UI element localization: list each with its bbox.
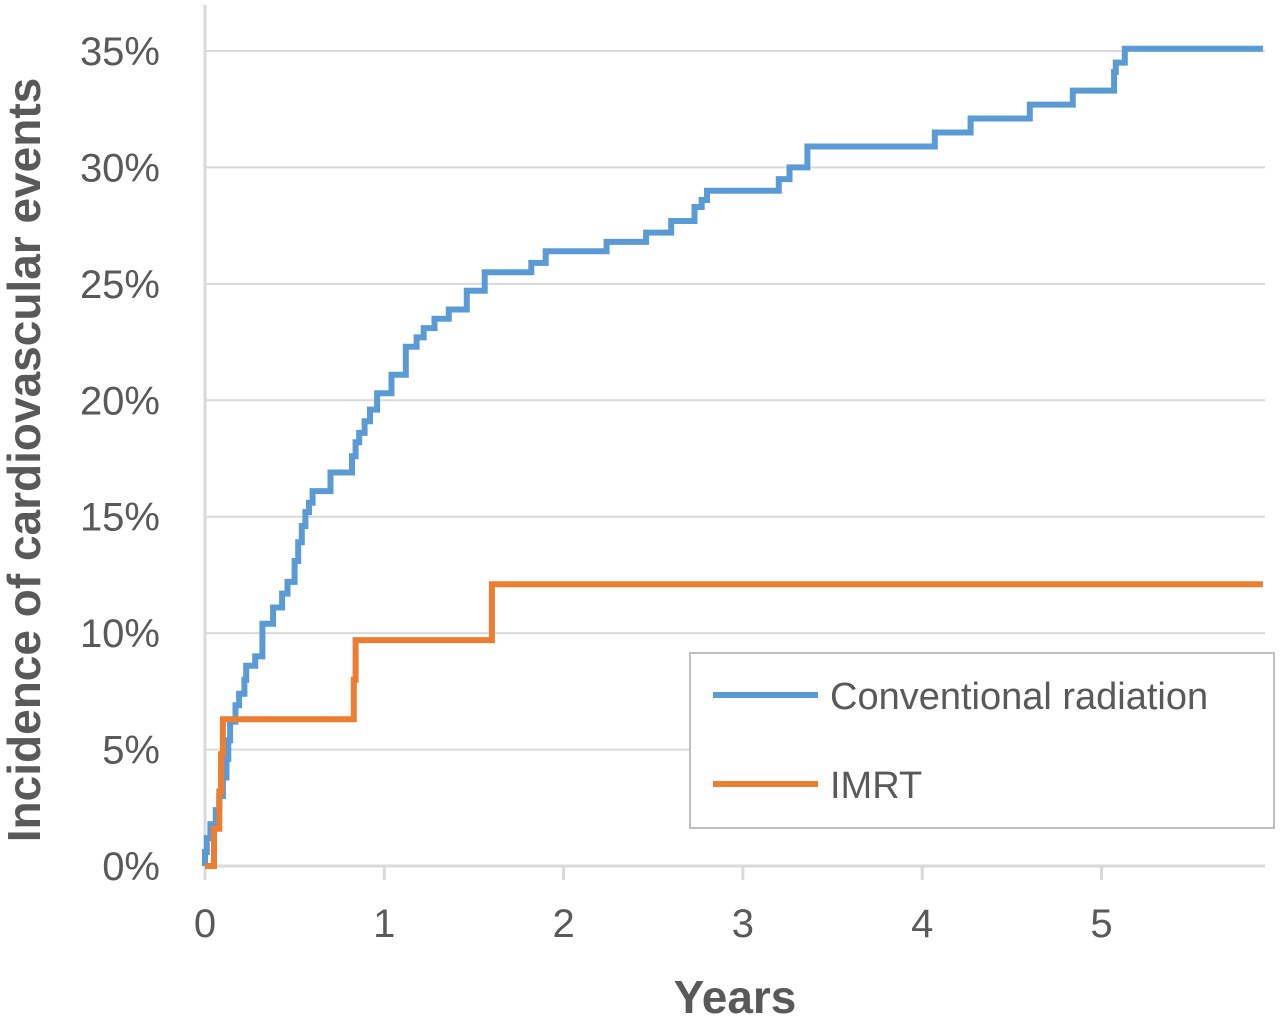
gridlines (205, 50, 1265, 751)
y-axis-ticks: 0% 5% 10% 15% 20% 25% 30% 35% (80, 30, 160, 889)
x-tick-label: 3 (732, 902, 754, 946)
series-line-conventional-radiation (202, 45, 1263, 866)
x-tick-label: 0 (194, 902, 216, 946)
y-tick-label: 5% (102, 729, 160, 773)
x-tick-label: 1 (373, 902, 395, 946)
y-tick-label: 30% (80, 146, 160, 190)
x-tick-label: 2 (552, 902, 574, 946)
x-axis-title: Years (674, 971, 797, 1019)
series-lines (202, 45, 1263, 869)
legend-label-imrt: IMRT (830, 765, 922, 807)
series-line-imrt (205, 581, 1263, 869)
legend-box (689, 652, 1275, 829)
legend-label-conventional-radiation: Conventional radiation (830, 676, 1208, 718)
y-tick-label: 25% (80, 263, 160, 307)
legend: Conventional radiation IMRT (689, 652, 1275, 829)
y-tick-label: 15% (80, 496, 160, 540)
x-tick-label: 4 (911, 902, 933, 946)
x-tick-label: 5 (1090, 902, 1112, 946)
y-tick-label: 10% (80, 612, 160, 656)
y-tick-label: 0% (102, 845, 160, 889)
y-tick-label: 35% (80, 30, 160, 74)
x-axis-ticks: 0 1 2 3 4 5 (194, 866, 1113, 946)
y-axis-title: Incidence of cardiovascular events (0, 78, 50, 842)
y-tick-label: 20% (80, 379, 160, 423)
